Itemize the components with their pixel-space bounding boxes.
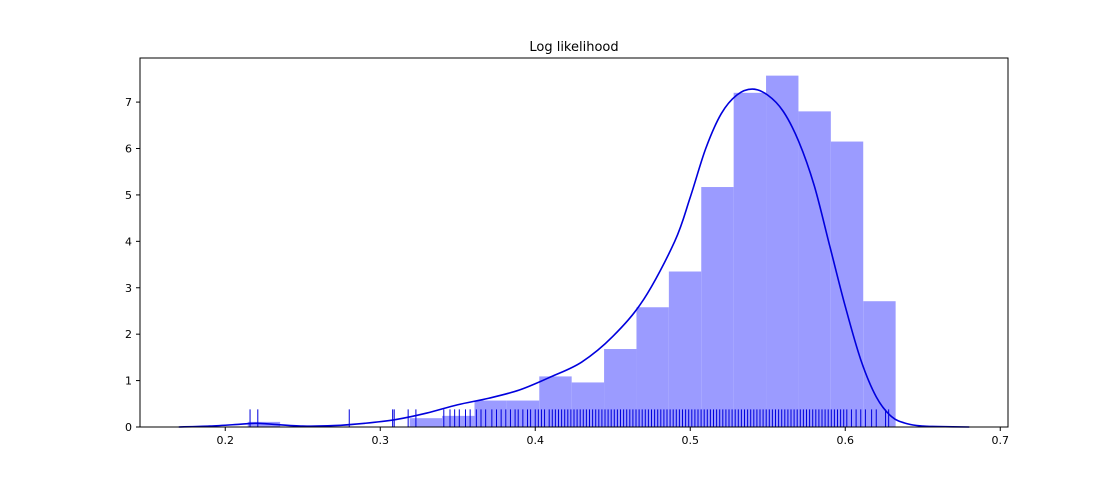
histogram-bar [766, 75, 799, 428]
histogram-bar [798, 111, 831, 428]
histogram-bar [474, 400, 507, 427]
x-tick-label: 0.5 [682, 434, 700, 447]
histogram-bar [830, 141, 864, 427]
y-tick-label: 6 [125, 143, 132, 156]
rug-group [249, 409, 890, 427]
y-tick-label: 2 [125, 328, 132, 341]
histogram-bar [668, 271, 702, 427]
x-tick-label: 0.6 [837, 434, 855, 447]
y-tick-label: 3 [125, 282, 132, 295]
chart-title: Log likelihood [529, 40, 618, 55]
y-axis: 0 1 2 3 4 5 6 7 [125, 96, 140, 434]
histogram-bar [442, 415, 475, 427]
histogram-bar [863, 301, 896, 427]
x-tick-label: 0.7 [992, 434, 1010, 447]
histogram-bar [636, 307, 669, 427]
histogram-bar [733, 92, 767, 428]
bars-group [247, 75, 896, 428]
histogram-bar [409, 418, 443, 427]
x-axis: 0.2 0.3 0.4 0.5 0.6 0.7 [217, 427, 1010, 447]
y-tick-label: 4 [125, 235, 132, 248]
y-tick-label: 7 [125, 96, 132, 109]
x-tick-label: 0.2 [217, 434, 235, 447]
kde-curve [178, 88, 970, 428]
x-tick-label: 0.4 [527, 434, 545, 447]
y-tick-label: 1 [125, 375, 132, 388]
y-tick-label: 5 [125, 189, 132, 202]
plot-frame [139, 57, 1009, 428]
y-tick-label: 0 [125, 421, 132, 434]
x-tick-label: 0.3 [372, 434, 390, 447]
histogram-bar [701, 187, 734, 427]
